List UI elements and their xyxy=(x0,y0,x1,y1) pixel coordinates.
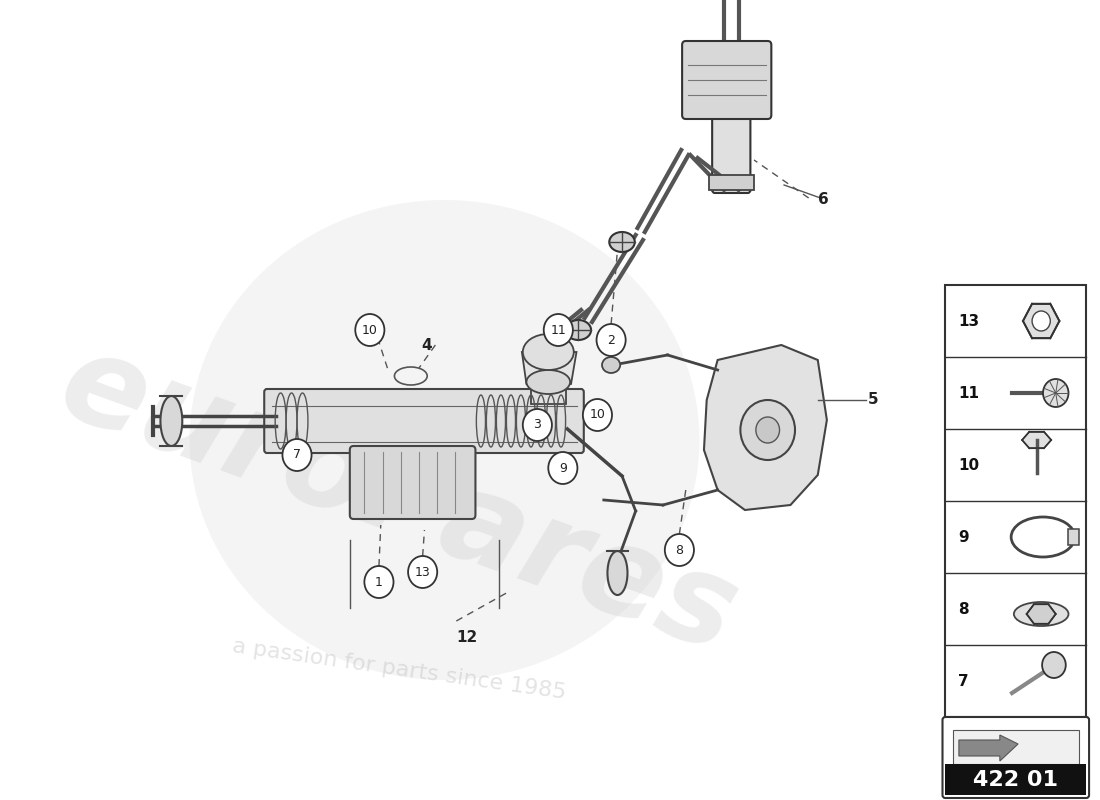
Circle shape xyxy=(355,314,384,346)
Text: 5: 5 xyxy=(868,393,879,407)
Text: 13: 13 xyxy=(958,314,979,329)
Circle shape xyxy=(583,399,612,431)
Text: 9: 9 xyxy=(958,530,969,545)
Text: 7: 7 xyxy=(958,674,969,689)
Text: 8: 8 xyxy=(675,543,683,557)
Circle shape xyxy=(596,324,626,356)
Circle shape xyxy=(756,417,780,443)
Text: 10: 10 xyxy=(362,323,377,337)
FancyBboxPatch shape xyxy=(712,57,750,193)
Text: 12: 12 xyxy=(456,630,477,645)
Text: 13: 13 xyxy=(415,566,430,578)
Polygon shape xyxy=(1023,304,1059,338)
Circle shape xyxy=(1043,379,1068,407)
Polygon shape xyxy=(1022,432,1052,448)
Circle shape xyxy=(543,314,573,346)
Text: 10: 10 xyxy=(958,458,979,473)
Bar xyxy=(708,175,754,190)
Text: 1: 1 xyxy=(375,575,383,589)
Text: 9: 9 xyxy=(559,462,566,474)
Circle shape xyxy=(548,452,578,484)
FancyBboxPatch shape xyxy=(264,389,584,453)
Ellipse shape xyxy=(527,370,570,394)
Ellipse shape xyxy=(522,334,574,370)
Ellipse shape xyxy=(565,320,591,340)
Bar xyxy=(1068,529,1079,545)
Text: 2: 2 xyxy=(607,334,615,346)
Ellipse shape xyxy=(609,232,635,252)
Polygon shape xyxy=(704,345,827,510)
Ellipse shape xyxy=(189,200,700,680)
Circle shape xyxy=(522,409,552,441)
Circle shape xyxy=(283,439,311,471)
Text: a passion for parts since 1985: a passion for parts since 1985 xyxy=(231,637,568,703)
Polygon shape xyxy=(1026,604,1056,624)
Ellipse shape xyxy=(602,357,620,373)
Text: 7: 7 xyxy=(293,449,301,462)
Text: 10: 10 xyxy=(590,409,605,422)
Text: 422 01: 422 01 xyxy=(972,770,1058,790)
Text: euroPares: euroPares xyxy=(45,322,754,678)
Text: 4: 4 xyxy=(421,338,432,353)
Ellipse shape xyxy=(161,396,183,446)
Bar xyxy=(945,285,1087,717)
Circle shape xyxy=(364,566,394,598)
Bar xyxy=(953,730,1079,764)
Circle shape xyxy=(740,400,795,460)
Bar xyxy=(531,384,565,404)
Circle shape xyxy=(664,534,694,566)
Ellipse shape xyxy=(1014,602,1068,626)
FancyBboxPatch shape xyxy=(943,717,1089,798)
FancyBboxPatch shape xyxy=(350,446,475,519)
Circle shape xyxy=(408,556,437,588)
Circle shape xyxy=(1032,311,1050,331)
Ellipse shape xyxy=(607,551,627,595)
Polygon shape xyxy=(521,352,576,384)
Text: 11: 11 xyxy=(550,323,566,337)
FancyBboxPatch shape xyxy=(682,41,771,119)
Circle shape xyxy=(1042,652,1066,678)
Polygon shape xyxy=(959,735,1019,761)
Text: 6: 6 xyxy=(817,193,828,207)
Text: 8: 8 xyxy=(958,602,969,617)
Bar xyxy=(945,763,1087,795)
Text: 11: 11 xyxy=(958,386,979,401)
Text: 3: 3 xyxy=(534,418,541,431)
